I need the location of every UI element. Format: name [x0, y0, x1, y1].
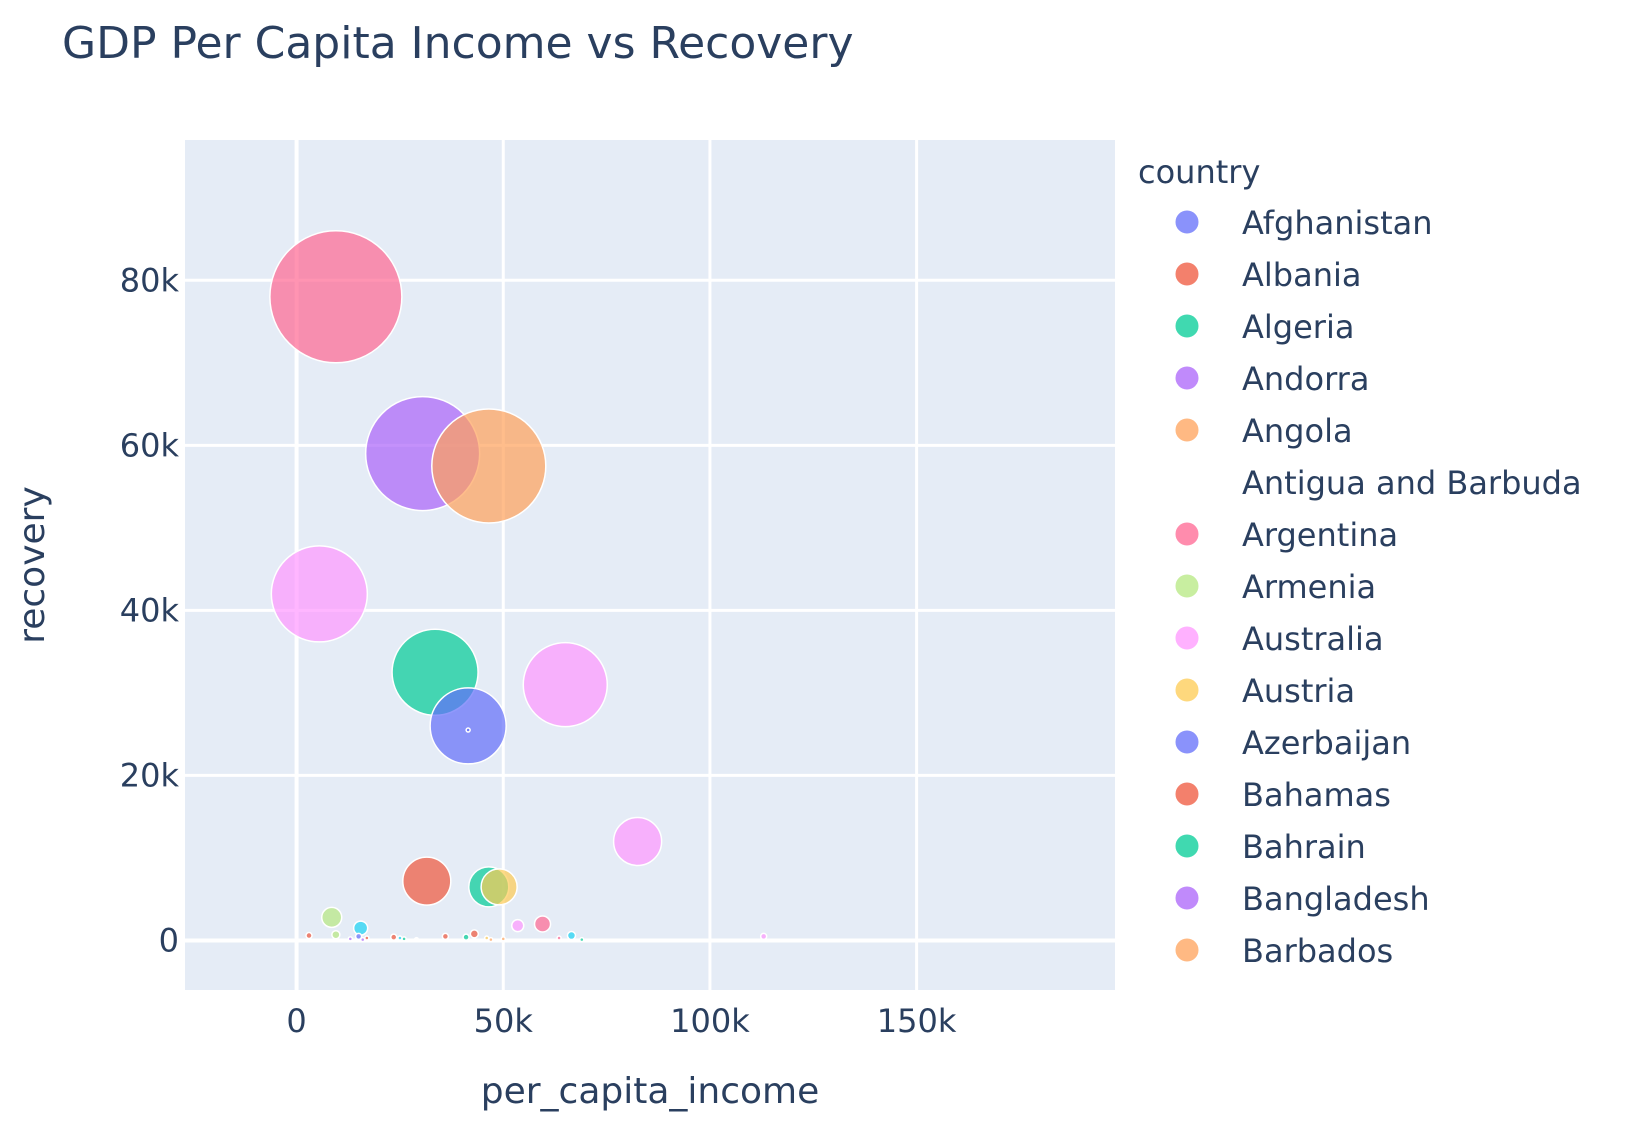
- x-axis-title: per_capita_income: [481, 1071, 820, 1112]
- bubble-bahrain[interactable]: [579, 936, 585, 943]
- bubble-albania[interactable]: [402, 856, 452, 906]
- bubble-other[interactable]: [566, 930, 577, 941]
- bubble-angola[interactable]: [431, 408, 547, 524]
- x-tick-label: 0: [286, 1002, 306, 1040]
- bubble-australia[interactable]: [270, 545, 369, 643]
- legend-item-afghanistan[interactable]: Afghanistan: [1174, 204, 1433, 242]
- bubble-antigua-and-barbuda[interactable]: [413, 936, 420, 943]
- bubble-afghanistan[interactable]: [429, 687, 507, 765]
- legend-label: Barbados: [1242, 932, 1393, 970]
- legend-marker: [1174, 833, 1200, 859]
- legend-marker: [1174, 781, 1200, 807]
- legend-label: Bahrain: [1242, 828, 1366, 866]
- legend-label: Afghanistan: [1242, 204, 1433, 242]
- chart-title: GDP Per Capita Income vs Recovery: [62, 18, 854, 69]
- bubble-austria[interactable]: [483, 935, 490, 941]
- bubble-other[interactable]: [397, 935, 403, 941]
- bubble-australia[interactable]: [759, 932, 768, 941]
- y-tick-label: 60k: [120, 426, 180, 464]
- bubble-argentina[interactable]: [269, 230, 403, 364]
- bubble-bangladesh[interactable]: [359, 936, 366, 943]
- bubble-afghanistan[interactable]: [354, 932, 363, 941]
- bubble-barbados[interactable]: [500, 936, 507, 942]
- legend-item-armenia[interactable]: Armenia: [1174, 568, 1376, 606]
- legend-item-austria[interactable]: Austria: [1174, 672, 1355, 710]
- legend-marker: [1174, 261, 1200, 287]
- bubble-albania[interactable]: [469, 929, 480, 939]
- bubble-bahamas[interactable]: [441, 932, 450, 941]
- legend-label: Austria: [1242, 672, 1355, 710]
- bubbles: [269, 230, 768, 943]
- legend-label: Azerbaijan: [1242, 724, 1411, 762]
- y-tick-label: 80k: [120, 261, 180, 299]
- legend-item-bahamas[interactable]: Bahamas: [1174, 776, 1391, 814]
- bubble-argentina[interactable]: [533, 915, 552, 933]
- legend-marker: [1174, 521, 1200, 547]
- x-tick-label: 100k: [670, 1002, 750, 1040]
- legend-label: Antigua and Barbuda: [1242, 464, 1582, 502]
- legend-marker: [1174, 469, 1200, 495]
- legend-label: Albania: [1242, 256, 1361, 294]
- legend-label: Argentina: [1242, 516, 1398, 554]
- legend-item-andorra[interactable]: Andorra: [1174, 360, 1369, 398]
- legend-label: Armenia: [1242, 568, 1376, 606]
- legend-marker: [1174, 573, 1200, 599]
- y-axis-title: recovery: [12, 486, 53, 644]
- legend-item-australia[interactable]: Australia: [1174, 620, 1384, 658]
- legend-marker: [1174, 313, 1200, 339]
- legend-item-antigua-and-barbuda[interactable]: Antigua and Barbuda: [1174, 464, 1582, 502]
- legend-label: Bangladesh: [1242, 880, 1430, 918]
- bubble-andorra[interactable]: [347, 936, 354, 942]
- x-tick-label: 150k: [877, 1002, 957, 1040]
- bubble-argentina[interactable]: [556, 935, 562, 941]
- legend-title: country: [1138, 153, 1260, 191]
- legend-marker: [1174, 365, 1200, 391]
- legend-item-bahrain[interactable]: Bahrain: [1174, 828, 1366, 866]
- legend-item-angola[interactable]: Angola: [1174, 412, 1353, 450]
- legend-item-albania[interactable]: Albania: [1174, 256, 1361, 294]
- bubble-algeria[interactable]: [462, 933, 470, 941]
- legend-item-argentina[interactable]: Argentina: [1174, 516, 1398, 554]
- legend-marker: [1174, 209, 1200, 235]
- bubble-australia[interactable]: [612, 816, 663, 867]
- legend-label: Andorra: [1242, 360, 1369, 398]
- legend-marker: [1174, 625, 1200, 651]
- y-tick-label: 20k: [120, 756, 180, 794]
- legend-marker: [1174, 677, 1200, 703]
- bubble-bahrain[interactable]: [401, 936, 407, 942]
- legend-item-bangladesh[interactable]: Bangladesh: [1174, 880, 1430, 918]
- legend-marker: [1174, 729, 1200, 755]
- legend-label: Algeria: [1242, 308, 1354, 346]
- bubble-armenia[interactable]: [320, 906, 343, 929]
- y-axis-ticks: 0 20k 40k 60k 80k: [120, 261, 180, 959]
- legend-marker: [1174, 885, 1200, 911]
- legend-label: Australia: [1242, 620, 1384, 658]
- bubble-azerbaijan[interactable]: [465, 727, 471, 733]
- legend-item-algeria[interactable]: Algeria: [1174, 308, 1354, 346]
- bubble-australia[interactable]: [510, 918, 525, 933]
- bubble-australia[interactable]: [522, 641, 609, 728]
- bubble-austria[interactable]: [480, 868, 518, 906]
- bubble-armenia[interactable]: [331, 929, 341, 940]
- legend: country Afghanistan Albania Algeria Andorra…: [1138, 153, 1582, 970]
- legend-marker: [1174, 937, 1200, 963]
- y-tick-label: 40k: [120, 591, 180, 629]
- legend-marker: [1174, 417, 1200, 443]
- bubble-albania[interactable]: [305, 931, 313, 940]
- x-axis-ticks: 0 50k 100k 150k: [286, 1002, 956, 1040]
- y-tick-label: 0: [159, 921, 179, 959]
- bubble-other[interactable]: [352, 920, 369, 936]
- x-tick-label: 50k: [474, 1002, 534, 1040]
- legend-label: Bahamas: [1242, 776, 1391, 814]
- legend-label: Angola: [1242, 412, 1353, 450]
- bubble-albania[interactable]: [389, 933, 398, 941]
- legend-item-barbados[interactable]: Barbados: [1174, 932, 1393, 970]
- legend-item-azerbaijan[interactable]: Azerbaijan: [1174, 724, 1411, 762]
